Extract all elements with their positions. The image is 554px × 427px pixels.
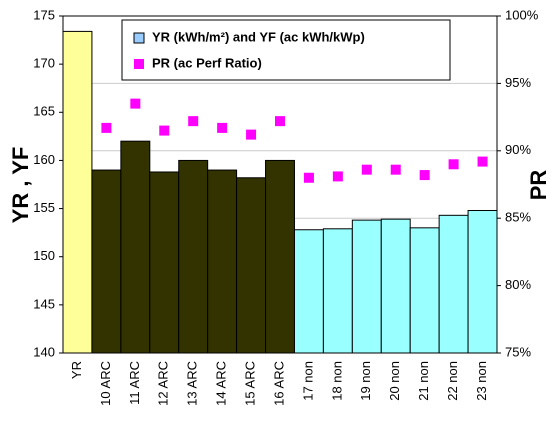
bar (380, 218, 411, 354)
y-tick-label: 175 (33, 7, 55, 22)
bar (149, 171, 180, 354)
legend-label: YR (kWh/m²) and YF (ac kWh/kWp) (152, 29, 365, 44)
y2-tick-label: 85% (505, 210, 531, 225)
pr-marker (477, 156, 488, 167)
bar (467, 209, 498, 354)
bar (322, 228, 353, 354)
pr-marker (332, 171, 343, 182)
x-tick-label: YR (69, 361, 84, 379)
y-tick-label: 170 (33, 56, 55, 71)
pr-marker (188, 116, 199, 127)
x-tick-label: 21 non (416, 361, 431, 401)
plot-border (62, 15, 498, 354)
x-tick-label: 15 ARC (243, 361, 258, 406)
pr-marker (361, 164, 372, 175)
x-tick-label: 22 non (445, 361, 460, 401)
x-tick-label: 10 ARC (98, 361, 113, 406)
bar (438, 214, 469, 354)
y-axis-title: YR , YF (8, 147, 33, 224)
pr-marker (448, 159, 459, 170)
y2-tick-label: 90% (505, 142, 531, 157)
bar (62, 30, 93, 354)
bar (409, 227, 440, 354)
y2-tick-label: 100% (505, 7, 539, 22)
pr-marker (419, 170, 430, 181)
bar (120, 140, 151, 354)
y-tick-label: 155 (33, 200, 55, 215)
bar (178, 159, 209, 354)
x-tick-label: 16 ARC (271, 361, 286, 406)
y2-axis-title: PR (526, 170, 551, 201)
x-tick-label: 19 non (358, 361, 373, 401)
x-tick-label: 18 non (329, 361, 344, 401)
y2-tick-label: 80% (505, 277, 531, 292)
pr-marker (303, 172, 314, 183)
x-tick-label: 14 ARC (214, 361, 229, 406)
bar (293, 229, 324, 354)
y-tick-label: 160 (33, 152, 55, 167)
legend-swatch (133, 32, 145, 44)
y-tick-label: 165 (33, 104, 55, 119)
x-tick-label: 17 non (300, 361, 315, 401)
legend-label: PR (ac Perf Ratio) (152, 55, 262, 70)
x-tick-label: 12 ARC (156, 361, 171, 406)
y2-tick-label: 95% (505, 75, 531, 90)
y-tick-label: 145 (33, 296, 55, 311)
x-tick-label: 20 non (387, 361, 402, 401)
pr-marker (390, 164, 401, 175)
y2-tick-label: 75% (505, 344, 531, 359)
pr-marker (246, 129, 257, 140)
y-tick-label: 150 (33, 248, 55, 263)
bar (207, 169, 238, 354)
pr-marker (217, 122, 228, 133)
bar (91, 169, 122, 354)
legend (121, 19, 451, 81)
pr-marker (159, 125, 170, 136)
legend-swatch (134, 59, 144, 69)
bar (236, 177, 267, 354)
pr-marker (101, 122, 112, 133)
x-tick-label: 11 ARC (127, 361, 142, 405)
y-tick-label: 140 (33, 344, 55, 359)
pr-marker (275, 116, 285, 127)
pr-marker (130, 98, 141, 109)
x-tick-label: 13 ARC (185, 361, 200, 406)
bar (351, 219, 382, 354)
x-tick-label: 23 non (474, 361, 489, 401)
bar (265, 159, 295, 354)
